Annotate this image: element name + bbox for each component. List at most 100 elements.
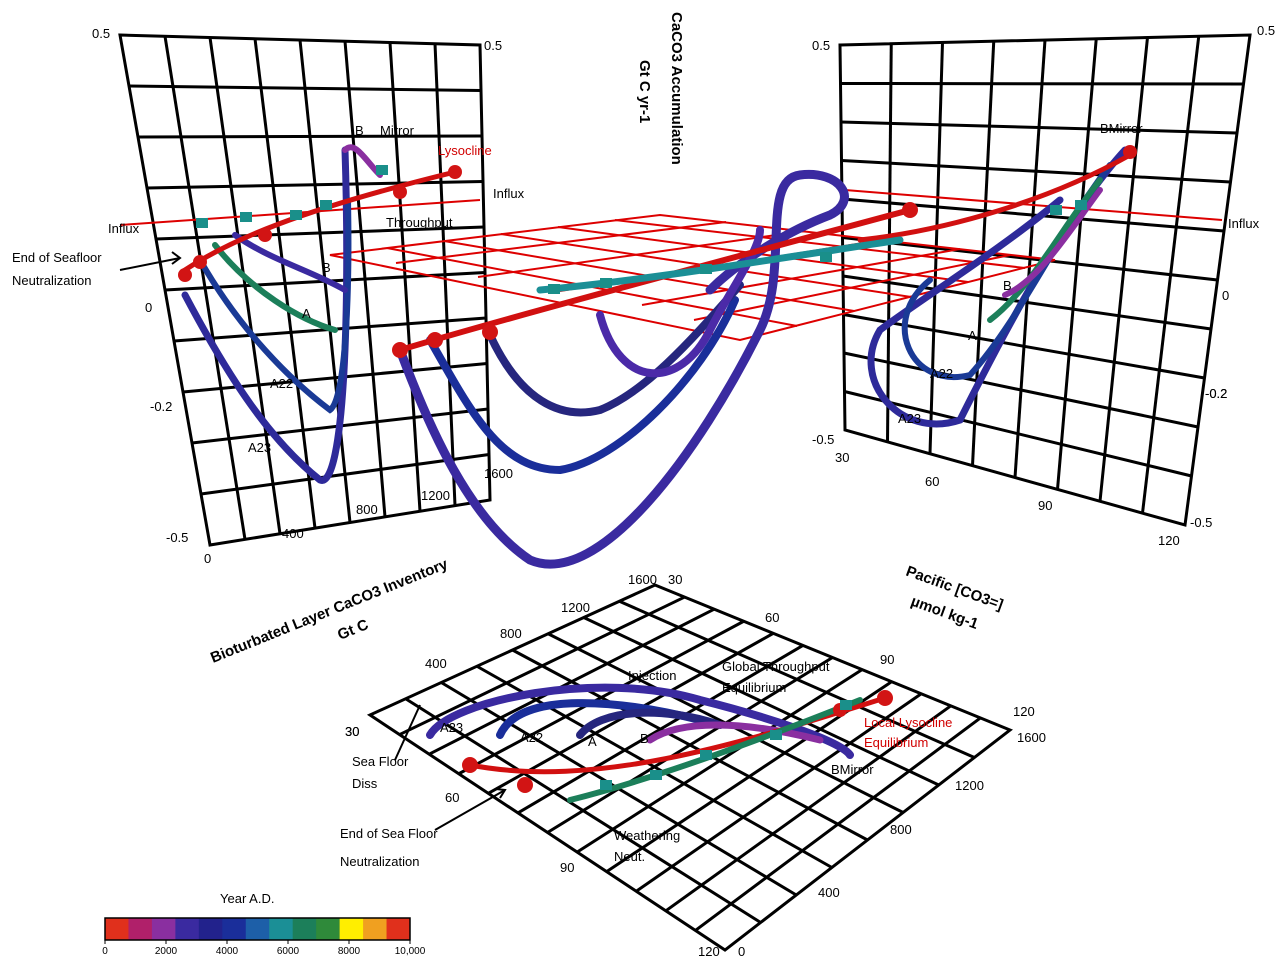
bottom-left-tick-0: 1600 [628, 572, 657, 587]
bottom-left-tick-2: 800 [500, 626, 522, 641]
grid-line [137, 134, 483, 139]
grid-line [146, 180, 484, 190]
bottom-front-tick-2: 90 [560, 860, 574, 875]
left-label-10: A22 [270, 376, 293, 391]
bottom-curve-b [646, 721, 824, 744]
right-panel-grid [838, 33, 1252, 527]
trajectory-curves [181, 144, 1133, 803]
left-panel-grid [118, 33, 492, 547]
annotation-labels: B MirrorLysoclineInfluxThroughputInfluxEn… [12, 121, 1260, 869]
x-axis-unit: Gt C [335, 616, 371, 644]
bottom-label-11: Diss [352, 776, 378, 791]
right-y-tick-2: 0 [1222, 288, 1229, 303]
right-curve-b [1002, 187, 1103, 298]
center-curve-4 [596, 226, 764, 378]
bottom-label-12: End of Sea Floor [340, 826, 438, 841]
bottom-label-1: Global Throughput [722, 659, 830, 674]
right-label-5: A23 [898, 411, 921, 426]
colorbar-segment [386, 918, 411, 940]
bottom-label-14: Weathering [614, 828, 680, 843]
left-x-tick-0: 0 [204, 551, 211, 566]
right-y-tick-4: -0.5 [812, 432, 834, 447]
left-y-tick-0: 0.5 [92, 26, 110, 41]
bottom-curve-a [576, 708, 724, 739]
bottom-back-tick-0: 30 [668, 572, 682, 587]
bottom-left-tick-4: 30 [345, 724, 359, 739]
z-axis-unit: Gt C yr-1 [636, 60, 653, 123]
red-markers [178, 145, 1137, 793]
z-axis-title: CaCO3 Accumulation [668, 12, 685, 165]
bottom-back-tick-3: 120 [1013, 704, 1035, 719]
grid-line [842, 236, 1218, 282]
left-label-11: A23 [248, 440, 271, 455]
left-y-tick-4: -0.5 [166, 530, 188, 545]
teal-markers [196, 165, 1087, 790]
bottom-label-5: A23 [440, 720, 463, 735]
left-label-2: Lysocline [438, 143, 492, 158]
bottom-panel-gridlines [398, 595, 982, 932]
x-axis-title: Bioturbated Layer CaCO3 Inventory [208, 555, 451, 666]
colorbar-segment [198, 918, 223, 940]
right-y-tick-5: -0.2 [1205, 386, 1227, 401]
bottom-label-3: Local Lysocline [864, 715, 952, 730]
right-label-0: BMirror [1100, 121, 1143, 136]
colorbar-segment [363, 918, 388, 940]
grid-line [517, 644, 804, 815]
colorbar-tick-1: 2000 [155, 946, 178, 957]
right-label-3: A [968, 328, 977, 343]
left-label-3: Influx [493, 186, 525, 201]
colorbar-segment [128, 918, 153, 940]
right-x-tick-2: 90 [1038, 498, 1052, 513]
right-label-1: Influx [1228, 216, 1260, 231]
grid-line [843, 313, 1205, 380]
left-x-tick-1: 400 [282, 526, 304, 541]
center-red-path [397, 207, 913, 353]
left-curve-a [212, 242, 338, 333]
left-x-tick-3: 1200 [421, 488, 450, 503]
bottom-back-tick-2: 90 [880, 652, 894, 667]
left-curve-b [232, 232, 348, 293]
bottom-right-tick-0: 1600 [1017, 730, 1046, 745]
left-label-6: End of Seafloor [12, 250, 102, 265]
bottom-front-tick-3: 120 [698, 944, 720, 959]
grid-line [458, 619, 745, 776]
colorbar-tick-0: 0 [102, 946, 108, 957]
bottom-label-0: Injection [628, 668, 676, 683]
colorbar: Year A.D. 0 2000 4000 6000 8000 10,000 [102, 891, 426, 957]
bottom-right-tick-1: 1200 [955, 778, 984, 793]
left-label-5: Influx [108, 221, 140, 236]
grid-line [576, 668, 863, 854]
bottom-label-7: A [588, 734, 597, 749]
right-y-tick-6: -0.5 [1190, 515, 1212, 530]
bottom-left-tick-1: 1200 [561, 600, 590, 615]
bottom-label-6: A22 [520, 730, 543, 745]
bottom-right-tick-4: 0 [738, 944, 745, 959]
colorbar-tick-4: 8000 [338, 946, 361, 957]
grid-line [840, 82, 1244, 86]
right-label-2: B [1003, 278, 1012, 293]
bottom-back-tick-1: 60 [765, 610, 779, 625]
grid-line [635, 692, 923, 893]
colorbar-frame [104, 917, 411, 941]
bottom-label-10: Sea Floor [352, 754, 409, 769]
left-label-0: B [355, 123, 364, 138]
colorbar-segment [269, 918, 294, 940]
right-x-tick-3: 120 [1158, 533, 1180, 548]
right-label-4: A22 [930, 366, 953, 381]
center-curve-outer [395, 169, 849, 569]
tick-labels: 0.50.50-0.2-0.50400800120016000.50.50-0.… [92, 23, 1275, 959]
annotation-arrows [119, 251, 507, 831]
left-label-4: Throughput [386, 215, 453, 230]
left-mirror [342, 144, 383, 178]
bottom-label-2: Equilibrium [722, 680, 786, 695]
grid-line [843, 351, 1199, 429]
right-curve-a [987, 177, 1103, 323]
colorbar-segment [151, 918, 176, 940]
colorbar-tick-5: 10,000 [395, 946, 426, 957]
left-label-1: Mirror [380, 123, 415, 138]
colorbar-segment [175, 918, 200, 940]
bottom-front-tick-1: 60 [445, 790, 459, 805]
grid-line [546, 656, 834, 834]
colorbar-title: Year A.D. [220, 891, 274, 906]
